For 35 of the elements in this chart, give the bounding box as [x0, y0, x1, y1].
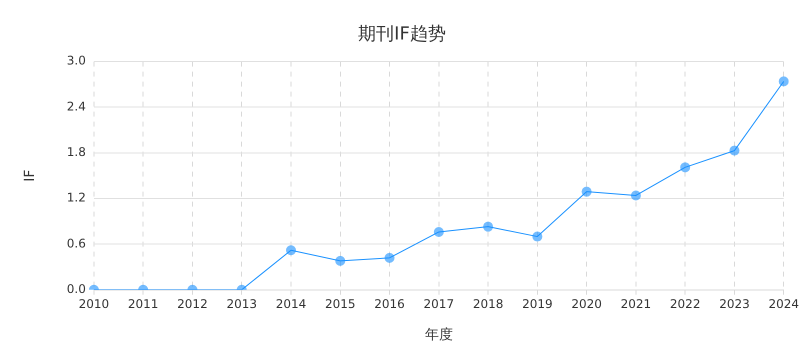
x-tick-label: 2023: [719, 297, 750, 312]
y-tick-label: 2.4: [66, 99, 86, 114]
x-tick-label: 2013: [226, 297, 257, 312]
point: [335, 256, 346, 266]
y-axis-title: IF: [22, 170, 38, 182]
point: [384, 252, 395, 263]
y-tick-label: 1.8: [66, 145, 86, 160]
point: [532, 232, 542, 242]
x-tick-label: 2012: [177, 297, 208, 312]
y-tick-label: 0.0: [66, 282, 86, 296]
x-tick-label: 2010: [78, 297, 110, 312]
chart-title: 期刊IF趋势: [358, 23, 446, 44]
point: [483, 222, 494, 232]
x-tick-label: 2016: [374, 297, 405, 312]
x-tick-label: 2015: [324, 297, 356, 312]
x-tick-label: 2014: [276, 297, 306, 312]
x-tick-label: 2018: [472, 297, 504, 312]
x-tick-label: 2017: [424, 297, 454, 312]
point: [778, 76, 789, 86]
point: [680, 162, 690, 172]
x-tick-label: 2022: [670, 297, 700, 312]
x-axis-title: 年度: [424, 327, 453, 344]
point: [434, 226, 444, 237]
x-tick-label: 2019: [522, 297, 553, 312]
point: [582, 186, 592, 197]
y-tick-label: 1.2: [66, 190, 86, 205]
x-tick-label: 2021: [620, 297, 652, 312]
point: [630, 190, 641, 200]
point: [286, 245, 296, 256]
point: [729, 146, 740, 156]
x-tick-label: 2020: [571, 297, 602, 312]
y-tick-label: 0.6: [66, 236, 86, 250]
x-tick-label: 2024: [768, 297, 800, 312]
y-tick-label: 3.0: [66, 54, 86, 68]
x-tick-label: 2011: [128, 297, 158, 312]
